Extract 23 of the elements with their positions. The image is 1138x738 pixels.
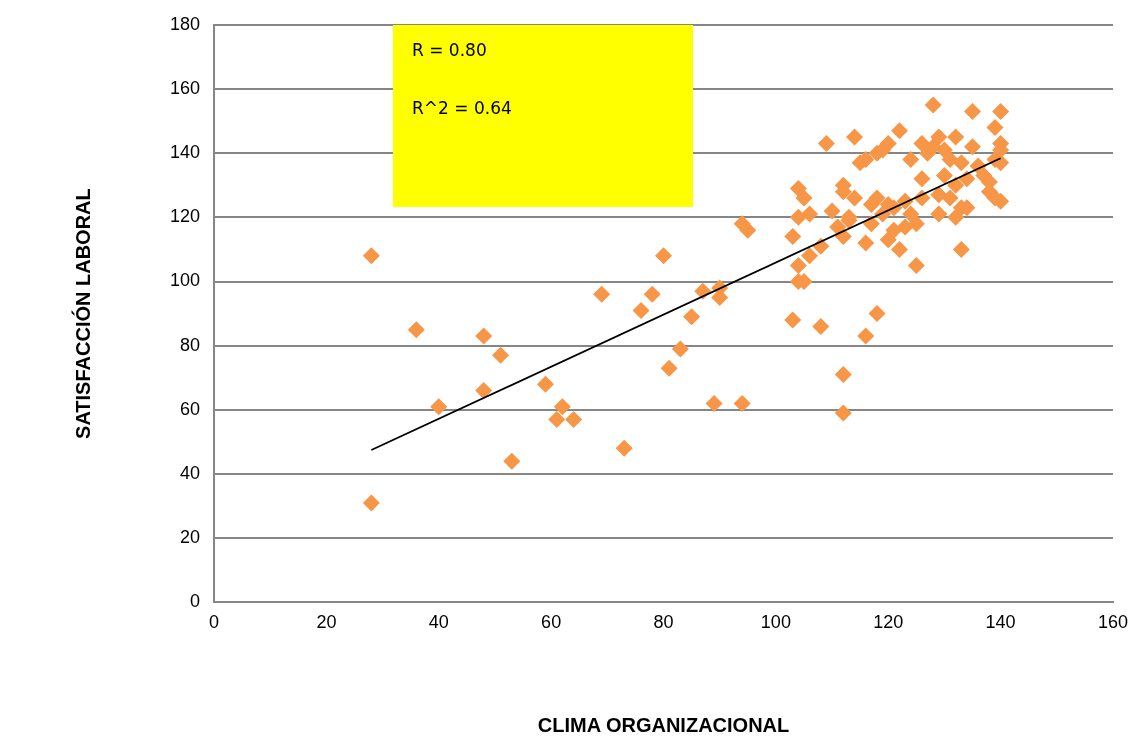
x-tick-label: 80: [653, 612, 674, 633]
y-tick-label: 140: [169, 142, 201, 163]
y-tick-label: 120: [169, 206, 201, 227]
x-tick-label: 120: [873, 612, 904, 633]
y-tick-label: 20: [180, 527, 201, 548]
y-tick-label: 40: [180, 463, 201, 484]
x-tick-label: 60: [541, 612, 562, 633]
annotation: R = 0.80: [412, 40, 487, 60]
x-tick-label: 140: [985, 612, 1016, 633]
x-tick-label: 20: [316, 612, 337, 633]
y-tick-label: 100: [169, 270, 201, 291]
y-tick-label: 180: [169, 13, 201, 34]
x-axis-title: CLIMA ORGANIZACIONAL: [537, 713, 790, 736]
y-axis-title: SATISFACCIÓN LABORAL: [70, 188, 94, 439]
y-tick-label: 0: [190, 591, 201, 612]
x-tick-label: 40: [428, 612, 449, 633]
x-tick-label: 0: [209, 612, 220, 633]
annotation: R^2 = 0.64: [412, 98, 512, 118]
x-tick-label: 160: [1097, 612, 1129, 633]
y-tick-label: 80: [180, 334, 201, 355]
x-tick-label: 100: [760, 612, 791, 633]
y-tick-label: 160: [169, 77, 201, 98]
y-tick-label: 60: [180, 398, 201, 419]
